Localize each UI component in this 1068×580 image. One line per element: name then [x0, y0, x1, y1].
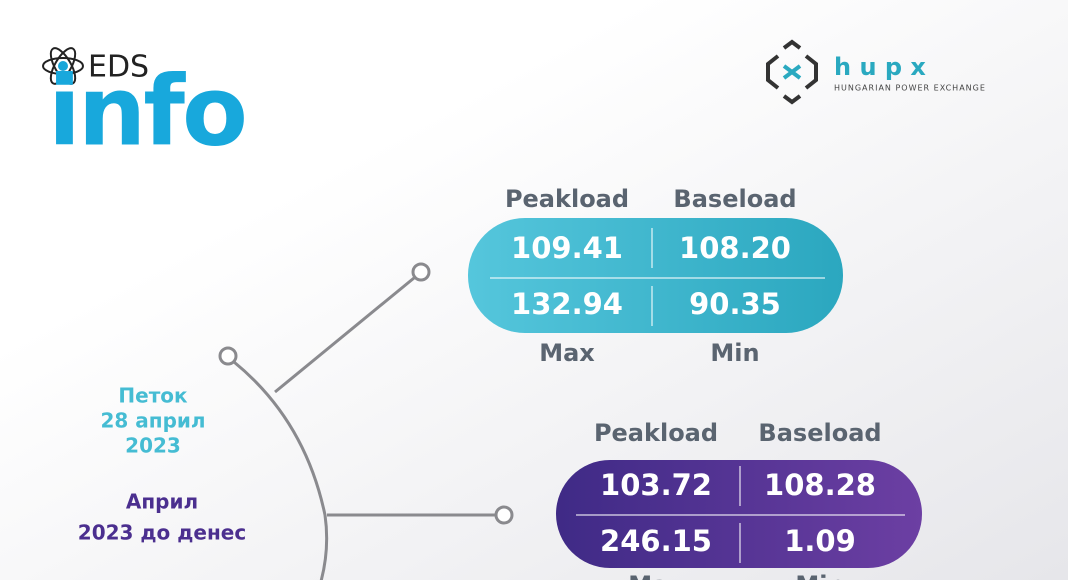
- weekday: Петок: [118, 384, 188, 408]
- price-value: 246.15: [600, 524, 712, 558]
- price-value: 108.20: [679, 231, 791, 265]
- pill: [468, 218, 843, 333]
- price-panel: Peakload Baseload 109.41 108.20 132.94 90.35 M…: [468, 185, 843, 367]
- column-header: Peakload: [505, 185, 629, 213]
- eds-text: EDS: [88, 50, 149, 85]
- row-label: Max: [628, 571, 684, 580]
- hupx-subtitle: HUNGARIAN POWER EXCHANGE: [834, 84, 986, 93]
- connectors: [218, 262, 514, 580]
- price-value: 90.35: [689, 287, 781, 321]
- atom-icon: [42, 47, 84, 85]
- row-label: Min: [795, 571, 844, 580]
- price-value: 1.09: [784, 524, 856, 558]
- column-header: Baseload: [673, 185, 796, 213]
- year: 2023: [125, 434, 181, 458]
- eds-logo: EDS info: [42, 47, 248, 167]
- hupx-icon: [766, 39, 818, 105]
- price-value: 103.72: [600, 468, 712, 502]
- month: Април: [126, 490, 198, 514]
- row-label: Min: [710, 339, 759, 367]
- info-text: info: [48, 55, 245, 167]
- column-header: Peakload: [594, 419, 718, 447]
- month-range: 2023 до денес: [78, 521, 246, 545]
- row-label: Max: [539, 339, 595, 367]
- price-value: 132.94: [511, 287, 623, 321]
- price-value: 109.41: [511, 231, 623, 265]
- hupx-name: h u p x: [834, 53, 926, 81]
- column-header: Baseload: [758, 419, 881, 447]
- hupx-logo: h u p x HUNGARIAN POWER EXCHANGE: [766, 39, 986, 105]
- price-panel: Peakload Baseload 103.72 108.28 246.15 1.09 Ma…: [556, 419, 922, 580]
- hupx-x: [782, 64, 802, 80]
- date: 28 април: [100, 409, 205, 433]
- price-value: 108.28: [764, 468, 876, 502]
- pill: [556, 460, 922, 568]
